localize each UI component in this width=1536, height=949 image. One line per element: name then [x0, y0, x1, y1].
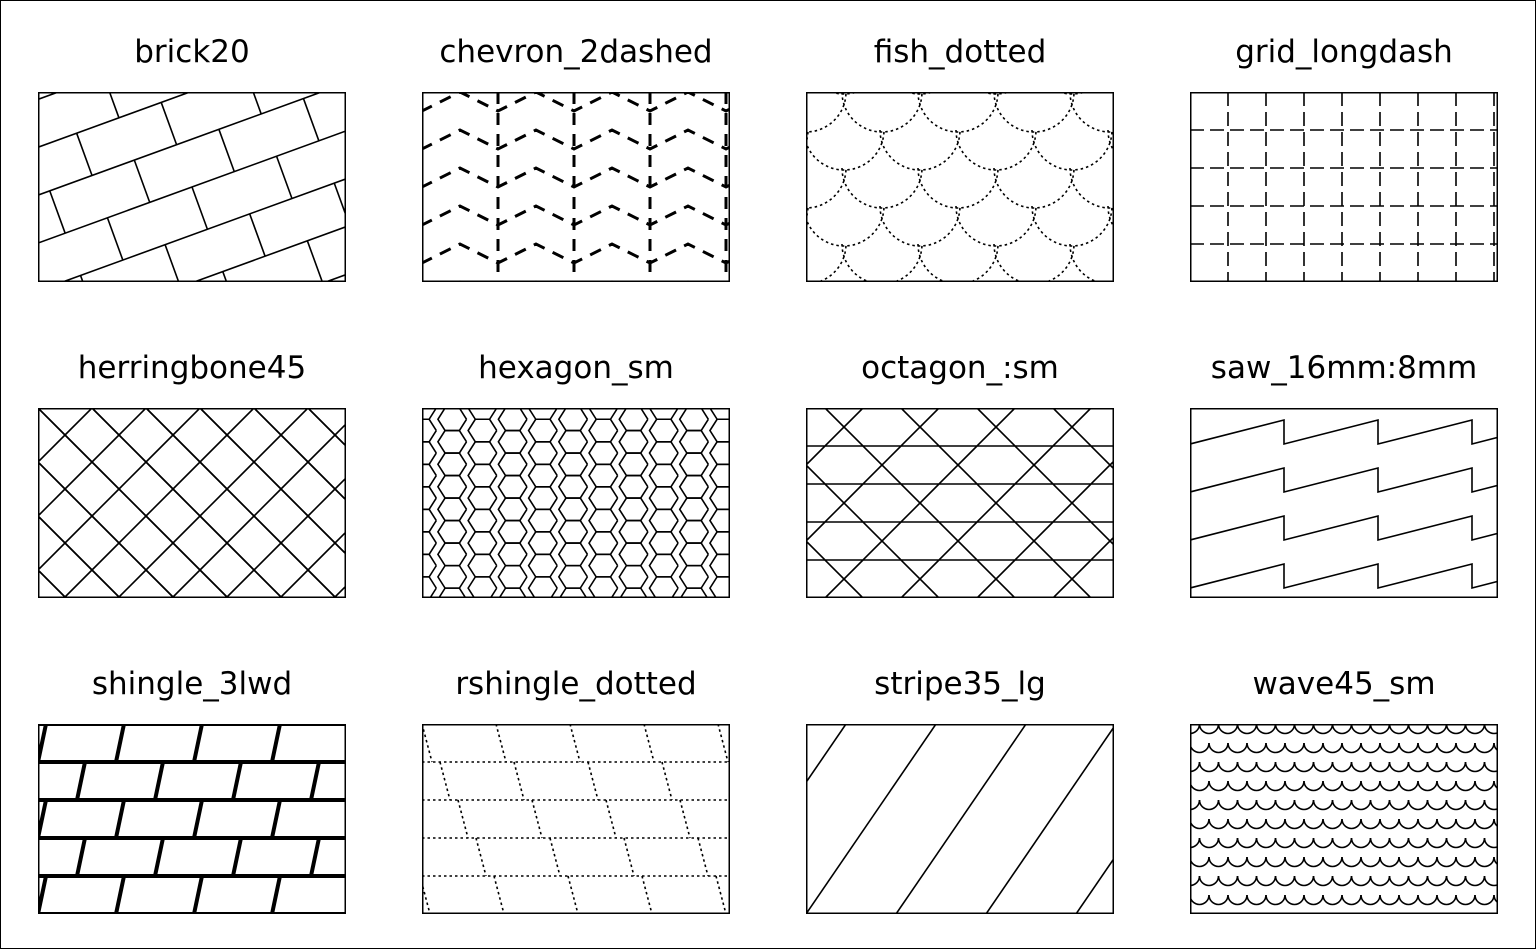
pattern-swatch [806, 92, 1114, 282]
pattern-title: shingle_3lwd [91, 666, 293, 702]
pattern-title: octagon_:sm [861, 350, 1059, 386]
pattern-hatch [422, 724, 730, 914]
swatch-border [422, 408, 730, 598]
pattern-swatch [806, 724, 1114, 914]
swatch-border [1190, 92, 1498, 282]
pattern-swatch [422, 92, 730, 282]
swatch-border [38, 408, 346, 598]
pattern-swatch [1190, 724, 1498, 914]
pattern-swatch [38, 408, 346, 598]
swatch-border [1190, 408, 1498, 598]
swatch-border [806, 408, 1114, 598]
pattern-swatch [806, 408, 1114, 598]
pattern-swatch [1190, 408, 1498, 598]
swatch-border [422, 92, 730, 282]
swatch-border [38, 724, 346, 914]
swatch-border [806, 92, 1114, 282]
pattern-swatch [422, 724, 730, 914]
pattern-hatch [806, 92, 1114, 282]
pattern-title: chevron_2dashed [439, 34, 713, 70]
swatch-border [1190, 724, 1498, 914]
pattern-hatch [806, 724, 1114, 914]
pattern-swatch [38, 724, 346, 914]
pattern-title: rshingle_dotted [455, 666, 697, 702]
swatch-border [806, 724, 1114, 914]
pattern-title: wave45_sm [1252, 666, 1436, 702]
pattern-hatch [1190, 724, 1498, 914]
pattern-title: grid_longdash [1235, 34, 1453, 70]
pattern-title: brick20 [134, 34, 250, 70]
pattern-swatch [38, 92, 346, 282]
pattern-hatch [38, 724, 346, 914]
pattern-hatch [1190, 92, 1498, 282]
pattern-title: fish_dotted [873, 34, 1047, 70]
pattern-hatch [422, 408, 730, 598]
pattern-swatch [1190, 92, 1498, 282]
pattern-hatch [1190, 418, 1498, 590]
pattern-hatch [38, 92, 346, 282]
pattern-swatch [422, 408, 730, 598]
pattern-title: herringbone45 [77, 350, 307, 386]
pattern-hatch [806, 408, 1114, 598]
pattern-title: saw_16mm:8mm [1210, 350, 1478, 386]
swatch-border [38, 92, 346, 282]
swatch-border [422, 724, 730, 914]
pattern-title: stripe35_lg [874, 666, 1046, 702]
pattern-hatch [38, 408, 346, 598]
pattern-title: hexagon_sm [478, 350, 674, 386]
pattern-hatch [422, 92, 730, 282]
